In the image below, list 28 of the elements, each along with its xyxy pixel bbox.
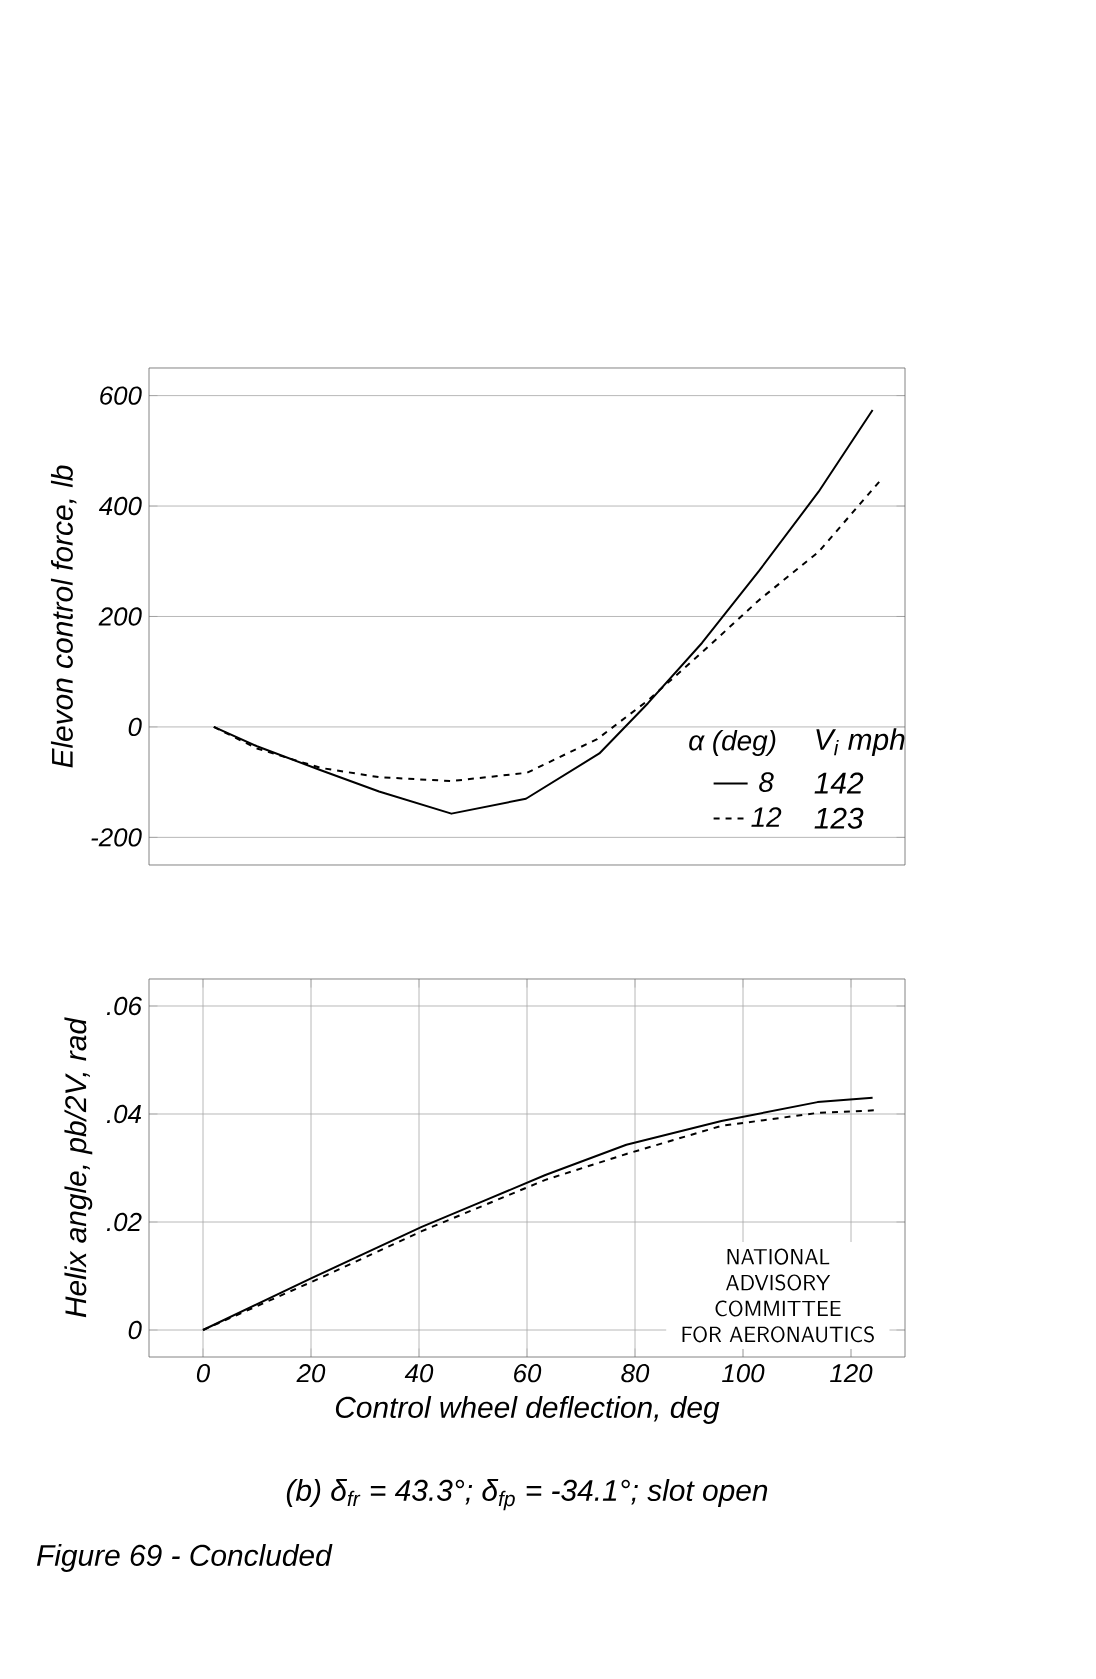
y-tick-label: .02	[106, 1212, 142, 1232]
y-tick-label: 200	[98, 607, 142, 626]
x-tick-label: 0	[196, 1364, 210, 1383]
x-tick-label: 20	[296, 1364, 326, 1383]
x-tick-label: 100	[722, 1364, 765, 1383]
y-tick-label: .06	[106, 996, 142, 1016]
y-tick-label: -200	[91, 828, 142, 847]
x-tick-label: 60	[514, 1364, 542, 1383]
y-tick-label: 0	[128, 717, 142, 737]
y-tick-label: .04	[106, 1104, 141, 1124]
x-tick-label: 120	[830, 1364, 873, 1383]
annotation: 123	[814, 807, 864, 829]
annotation: V$_{i}$ mph	[816, 728, 905, 757]
legend-label: 8	[759, 772, 774, 793]
annotation: 142	[814, 772, 864, 794]
x-axis-title: Control wheel deflection, deg	[335, 1396, 720, 1424]
x-tick-label: 40	[404, 1364, 434, 1383]
annotation: NATIONAL ADVISORY COMMITTEE FOR AERONAUTICS	[682, 1248, 874, 1343]
caption: Figure 69 - Concluded	[36, 1544, 333, 1572]
y-tick-label: 0	[128, 1320, 142, 1340]
y-tick-label: 400	[98, 496, 142, 516]
y-axis-title: Elevon control force, lb	[50, 465, 77, 768]
y-axis-title: Helix angle, pb/2V, rad	[64, 1017, 93, 1318]
legend-title: α (deg)	[689, 730, 776, 757]
legend-label: 12	[751, 807, 782, 827]
x-tick-label: 80	[621, 1364, 650, 1383]
text: (b) δ$_{fr}$ = 43.3°; δ$_{fp}$ = -34.1°; slot open	[286, 1479, 768, 1511]
y-tick-label: 600	[100, 386, 142, 405]
